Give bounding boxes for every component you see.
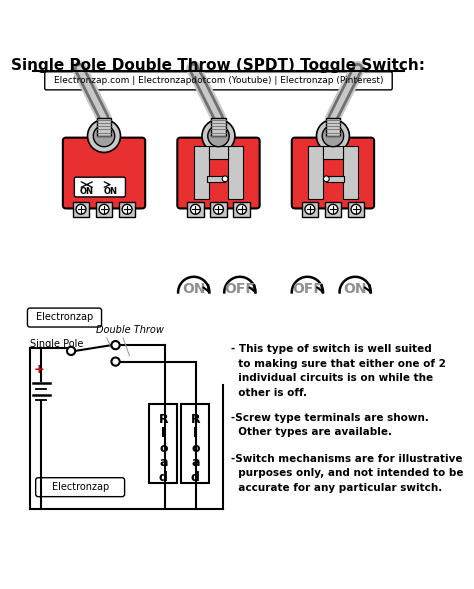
- Circle shape: [99, 204, 109, 214]
- Bar: [149, 405, 177, 484]
- Bar: [323, 146, 343, 159]
- Text: ON: ON: [182, 282, 206, 296]
- Text: -Switch mechanisms are for illustrative
  purposes only, and not intended to be
: -Switch mechanisms are for illustrative …: [231, 454, 463, 492]
- FancyBboxPatch shape: [74, 177, 126, 197]
- Text: OFF: OFF: [292, 282, 323, 296]
- Text: Single Pole: Single Pole: [30, 339, 83, 349]
- Bar: [194, 146, 209, 198]
- Circle shape: [67, 347, 75, 355]
- Circle shape: [328, 204, 338, 214]
- Circle shape: [111, 358, 119, 366]
- Text: Electronzap: Electronzap: [52, 482, 109, 492]
- Circle shape: [305, 204, 315, 214]
- Text: R
l
o
a
d: R l o a d: [191, 412, 200, 484]
- Circle shape: [88, 120, 120, 153]
- Circle shape: [322, 125, 344, 147]
- Circle shape: [76, 204, 86, 214]
- Text: -Screw type terminals are shown.
  Other types are available.: -Screw type terminals are shown. Other t…: [231, 413, 428, 437]
- Circle shape: [122, 204, 132, 214]
- Bar: [325, 202, 341, 217]
- FancyBboxPatch shape: [36, 478, 125, 497]
- Circle shape: [317, 120, 349, 153]
- Circle shape: [323, 176, 329, 181]
- Circle shape: [208, 125, 229, 147]
- Circle shape: [202, 120, 235, 153]
- Bar: [97, 118, 111, 136]
- FancyBboxPatch shape: [63, 138, 145, 209]
- Text: Single Pole Double Throw (SPDT) Toggle Switch:: Single Pole Double Throw (SPDT) Toggle S…: [11, 58, 426, 72]
- Text: Double Throw: Double Throw: [96, 325, 164, 335]
- Text: ON: ON: [104, 187, 118, 197]
- Bar: [73, 202, 89, 217]
- Bar: [210, 202, 227, 217]
- Text: R
l
o
a
d: R l o a d: [158, 412, 168, 484]
- Text: Electronzap.com | Electronzapdotcom (Youtube) | Electronzap (Pinterest): Electronzap.com | Electronzapdotcom (You…: [54, 77, 383, 85]
- Text: +: +: [34, 363, 45, 376]
- Bar: [326, 176, 345, 182]
- Circle shape: [351, 204, 361, 214]
- Circle shape: [93, 125, 115, 147]
- Bar: [187, 202, 204, 217]
- Text: Electronzap: Electronzap: [36, 312, 93, 322]
- Bar: [308, 146, 323, 198]
- Text: OFF: OFF: [225, 282, 255, 296]
- Text: ON: ON: [80, 187, 94, 197]
- Bar: [209, 146, 228, 159]
- Bar: [301, 202, 318, 217]
- Bar: [348, 202, 364, 217]
- Bar: [326, 118, 340, 136]
- Bar: [207, 176, 225, 182]
- Text: - This type of switch is well suited
  to making sure that either one of 2
  ind: - This type of switch is well suited to …: [231, 345, 446, 398]
- Bar: [343, 146, 357, 198]
- FancyBboxPatch shape: [292, 138, 374, 209]
- Circle shape: [213, 204, 223, 214]
- Circle shape: [111, 341, 119, 349]
- FancyBboxPatch shape: [177, 138, 260, 209]
- Circle shape: [191, 204, 201, 214]
- Bar: [228, 146, 243, 198]
- Bar: [119, 202, 135, 217]
- FancyBboxPatch shape: [27, 308, 101, 327]
- Circle shape: [222, 176, 228, 181]
- Bar: [96, 202, 112, 217]
- Bar: [182, 405, 210, 484]
- FancyBboxPatch shape: [45, 72, 392, 90]
- Bar: [211, 118, 226, 136]
- Circle shape: [237, 204, 246, 214]
- Bar: [233, 202, 250, 217]
- Text: ON: ON: [343, 282, 367, 296]
